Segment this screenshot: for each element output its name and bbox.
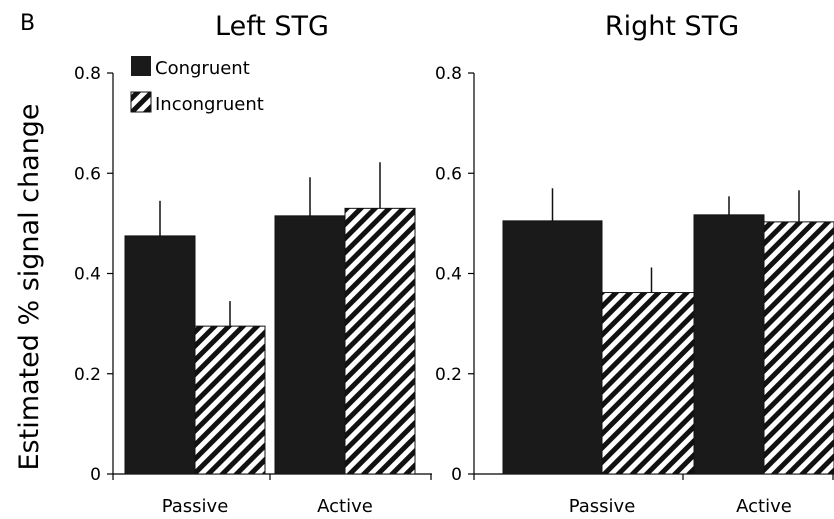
- panel-title: Left STG: [215, 11, 329, 42]
- chart-panel-1: Left STG 0 0.2 0.4 0.6 0.8 Passive Active: [74, 11, 432, 517]
- x-category-label: Active: [736, 496, 792, 517]
- bar-incongruent-active: [763, 221, 834, 475]
- y-axis-label: Estimated % signal change: [14, 103, 45, 470]
- y-tick-label: 0: [451, 465, 462, 485]
- y-tick-label: 0.6: [435, 164, 462, 184]
- legend-label-congruent: Congruent: [155, 58, 250, 79]
- panel-title: Right STG: [605, 11, 739, 42]
- bar-incongruent-passive: [601, 292, 702, 475]
- x-category-label: Passive: [162, 496, 229, 517]
- y-tick-label: 0.4: [435, 265, 462, 285]
- bar-incongruent-active: [344, 207, 416, 475]
- x-category-label: Passive: [569, 496, 636, 517]
- legend-label-incongruent: Incongruent: [155, 94, 264, 115]
- bar-congruent-passive: [502, 220, 603, 475]
- bar-congruent-passive: [124, 235, 196, 475]
- chart-panel-2: Right STG 0 0.2 0.4 0.6 0.8 Passive Active: [435, 11, 834, 517]
- y-tick-label: 0: [90, 465, 101, 485]
- legend-swatch-congruent: [131, 56, 151, 76]
- bar-congruent-active: [693, 214, 765, 475]
- x-category-label: Active: [317, 496, 373, 517]
- legend: Congruent Incongruent: [130, 56, 264, 115]
- bar-congruent-active: [274, 215, 346, 475]
- y-tick-label: 0.8: [435, 64, 462, 84]
- y-tick-label: 0.2: [435, 365, 462, 385]
- legend-swatch-incongruent: [130, 91, 152, 113]
- bar-incongruent-passive: [194, 325, 266, 475]
- y-tick-label: 0.4: [74, 265, 101, 285]
- panel-letter: B: [20, 11, 35, 36]
- y-tick-label: 0.8: [74, 64, 101, 84]
- y-tick-label: 0.2: [74, 365, 101, 385]
- y-tick-label: 0.6: [74, 164, 101, 184]
